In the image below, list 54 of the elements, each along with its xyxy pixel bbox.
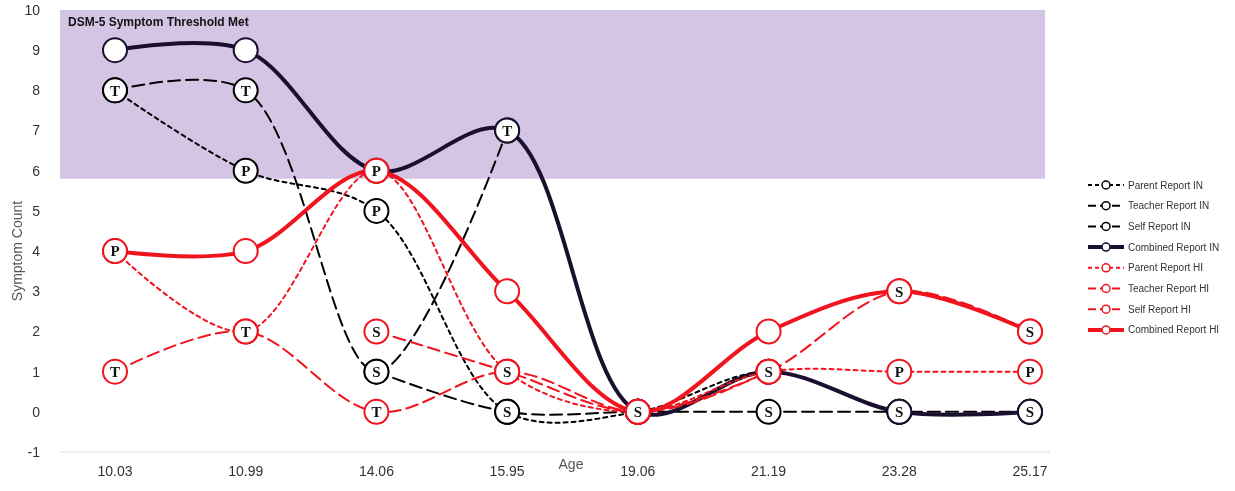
- legend-label: Parent Report HI: [1128, 262, 1204, 274]
- annotation: T: [502, 122, 513, 139]
- x-tick-label: 15.95: [489, 463, 525, 479]
- y-tick-label: -1: [27, 443, 41, 460]
- legend-label: Combined Report IN: [1128, 241, 1220, 253]
- y-tick-label: 9: [32, 42, 41, 59]
- x-tick-label: 10.99: [228, 463, 264, 479]
- annotation: S: [502, 364, 512, 381]
- x-tick-label: 19.06: [620, 463, 656, 479]
- legend-label: Self Report IN: [1128, 220, 1191, 232]
- annotation: P: [894, 364, 904, 381]
- annotation: P: [371, 203, 382, 220]
- x-tick-label: 14.06: [358, 463, 395, 479]
- annotation: P: [110, 243, 120, 260]
- x-tick-label: 21.19: [751, 463, 787, 479]
- y-tick-label: 4: [32, 242, 41, 259]
- annotation: S: [372, 323, 381, 340]
- x-axis-title: Age: [558, 456, 584, 472]
- annotation: T: [109, 82, 121, 99]
- legend-label: Self Report HI: [1128, 303, 1191, 315]
- annotation: S: [764, 364, 773, 381]
- annotation: T: [240, 82, 251, 99]
- annotation: T: [240, 323, 251, 340]
- y-axis-title: Symptom Count: [9, 200, 25, 302]
- annotation: S: [502, 404, 512, 421]
- annotation: S: [895, 283, 904, 300]
- annotation: P: [371, 163, 382, 180]
- legend-label: Parent Report IN: [1128, 179, 1204, 191]
- y-tick-label: 10: [24, 1, 41, 18]
- annotation: T: [371, 404, 382, 421]
- y-tick-label: 7: [32, 122, 41, 139]
- x-tick-label: 10.03: [97, 463, 133, 479]
- band-label: DSM-5 Symptom Threshold Met: [68, 15, 249, 29]
- y-tick-label: 0: [32, 403, 41, 420]
- annotation: P: [241, 163, 251, 180]
- y-tick-label: 8: [32, 82, 41, 99]
- x-tick-label: 23.28: [881, 463, 918, 479]
- annotation: S: [633, 404, 643, 421]
- annotation: S: [764, 404, 773, 421]
- annotation: P: [1025, 364, 1035, 381]
- y-tick-label: 6: [32, 162, 41, 179]
- legend-label: Teacher Report HI: [1128, 283, 1210, 294]
- annotation: S: [895, 404, 904, 421]
- annotation: S: [372, 364, 381, 381]
- legend-label: Combined Report HI: [1128, 324, 1220, 336]
- y-tick-label: 5: [32, 202, 41, 219]
- y-tick-label: 2: [32, 323, 41, 340]
- annotation: T: [109, 364, 121, 381]
- legend-label: Teacher Report IN: [1128, 200, 1210, 212]
- annotation: S: [1025, 404, 1035, 421]
- annotation: S: [1025, 323, 1035, 340]
- x-tick-label: 25.17: [1012, 463, 1048, 479]
- y-tick-label: 3: [32, 283, 41, 300]
- y-tick-label: 1: [32, 363, 41, 380]
